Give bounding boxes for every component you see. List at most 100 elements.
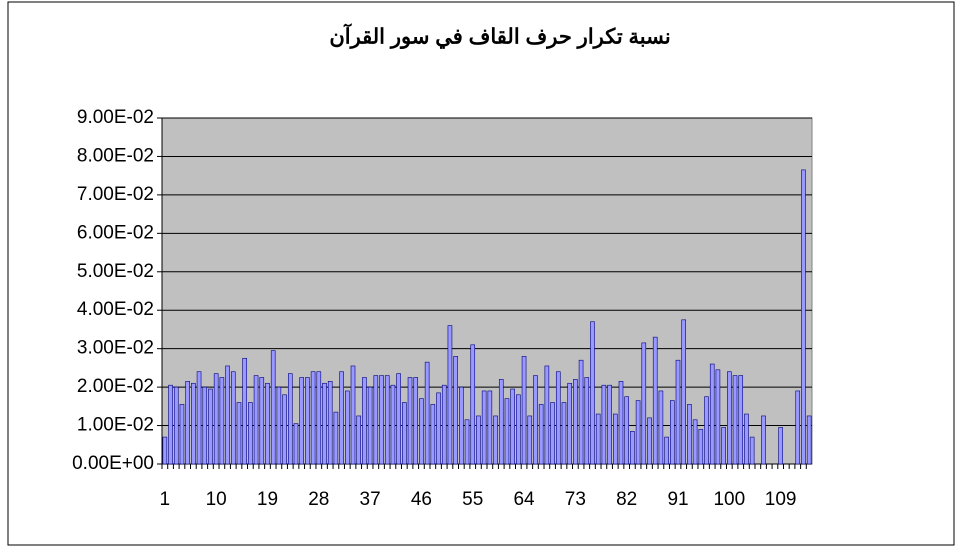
bar [476, 415, 481, 465]
bar [806, 415, 812, 465]
bar [270, 350, 276, 465]
x-tick-label: 19 [257, 489, 278, 510]
bar [322, 382, 327, 465]
bar [601, 384, 607, 465]
y-tick-label: 8.00E-02 [77, 145, 154, 166]
bar [230, 371, 236, 465]
bar [595, 413, 601, 465]
bar [709, 363, 715, 465]
bar [179, 404, 185, 465]
bar [584, 377, 590, 465]
bar [259, 377, 265, 465]
bar [590, 321, 595, 465]
bar [795, 390, 801, 465]
bar [761, 415, 766, 465]
bar [681, 319, 687, 465]
y-tick-label: 5.00E-02 [77, 261, 154, 282]
bar [567, 382, 572, 465]
bar [618, 381, 624, 465]
bar [550, 402, 555, 465]
bar [248, 402, 253, 465]
bar [727, 371, 732, 465]
bar [516, 394, 521, 465]
bar [664, 436, 669, 465]
bar [208, 388, 213, 465]
bar [635, 400, 641, 465]
x-tick-label: 46 [411, 489, 432, 510]
x-tick-label: 10 [206, 489, 227, 510]
bar [459, 386, 464, 465]
bar [402, 402, 407, 465]
bar [367, 386, 373, 465]
y-tick-label: 4.00E-02 [77, 299, 154, 320]
y-tick-label: 6.00E-02 [77, 222, 154, 243]
bar [225, 365, 230, 465]
bar [293, 423, 299, 465]
x-tick-label: 73 [565, 489, 586, 510]
bar [670, 400, 675, 465]
bar [173, 386, 179, 465]
bar [287, 373, 293, 465]
y-tick-label: 2.00E-02 [77, 376, 154, 397]
bar [384, 375, 390, 465]
bar [675, 359, 681, 465]
bar [612, 413, 618, 465]
bar [744, 413, 749, 465]
bar [493, 415, 498, 465]
bar [624, 396, 629, 465]
bar [196, 371, 202, 465]
bar [721, 427, 726, 465]
bar [430, 404, 436, 465]
x-tick-label: 37 [360, 489, 381, 510]
bar [504, 398, 510, 465]
bar [390, 384, 396, 465]
bar [219, 377, 225, 465]
bar [470, 344, 476, 465]
bar [333, 411, 339, 465]
bar [533, 375, 538, 465]
x-tick-label: 55 [462, 489, 483, 510]
chart-title: نسبة تكرار حرف القاف في سور القرآن [329, 23, 670, 50]
bar [544, 365, 550, 465]
bar [732, 375, 738, 465]
y-tick-label: 9.00E-02 [77, 107, 154, 128]
bar [419, 398, 424, 465]
x-tick-label: 109 [765, 489, 797, 510]
bar [413, 377, 419, 465]
bar [652, 336, 658, 465]
bar [692, 419, 698, 465]
bar [715, 369, 721, 465]
plot-area [161, 117, 813, 465]
bar [487, 390, 493, 465]
bar [607, 384, 612, 465]
bar [407, 377, 413, 465]
bar [573, 379, 578, 465]
bar [641, 342, 647, 465]
bar [327, 381, 333, 465]
bar [213, 373, 219, 465]
bar [738, 375, 744, 465]
bar [168, 384, 173, 465]
bar [630, 431, 635, 465]
bar [538, 404, 544, 465]
bar [687, 404, 692, 465]
bar [316, 371, 322, 465]
x-tick-label: 64 [513, 489, 535, 510]
bar [276, 386, 282, 465]
bar [339, 371, 344, 465]
bar [498, 379, 504, 465]
bar [305, 377, 310, 465]
bar [436, 392, 441, 465]
bar [236, 402, 242, 465]
bar [698, 429, 704, 465]
bar [185, 381, 190, 465]
bar [299, 377, 304, 465]
bar [510, 388, 515, 465]
bar [242, 357, 247, 465]
y-tick-label: 0.00E+00 [72, 453, 154, 474]
bar [464, 419, 470, 465]
bar [345, 390, 350, 465]
x-tick-label: 100 [713, 489, 745, 510]
x-tick-label: 82 [616, 489, 637, 510]
